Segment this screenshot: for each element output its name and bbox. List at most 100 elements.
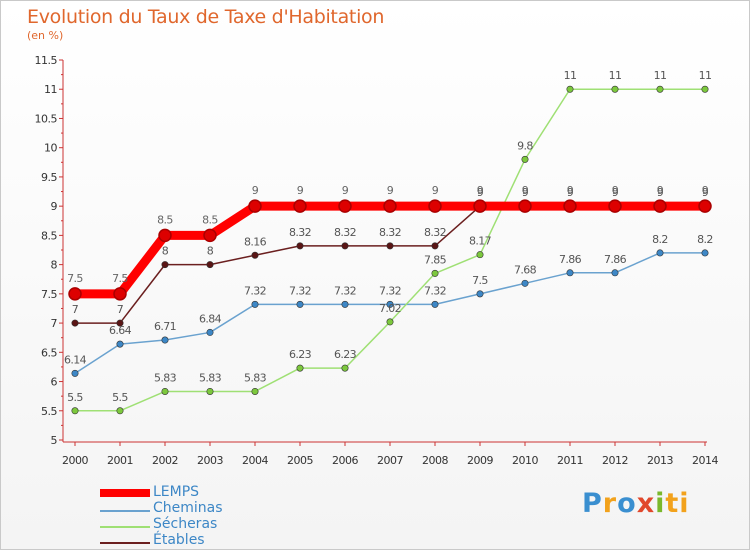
x-tick-label: 2010 — [512, 454, 538, 467]
legend-swatch-secheras — [100, 526, 150, 528]
data-point — [341, 364, 349, 372]
data-point — [656, 249, 664, 257]
x-tick-label: 2007 — [377, 454, 403, 467]
data-point — [563, 199, 577, 213]
legend-label-lemps: LEMPS — [153, 484, 200, 500]
data-point — [338, 199, 352, 213]
data-point — [113, 287, 127, 301]
x-tick-label: 2005 — [287, 454, 313, 467]
data-label: 7.32 — [244, 284, 266, 297]
data-label: 8.16 — [244, 235, 267, 248]
data-label: 11 — [654, 69, 667, 82]
data-label: 11 — [699, 69, 712, 82]
y-tick-label: 8.5 — [41, 229, 57, 242]
x-tick-label: 2002 — [152, 454, 178, 467]
data-label: 5.5 — [112, 391, 128, 404]
data-label: 8.32 — [424, 226, 446, 239]
data-point — [521, 155, 529, 163]
data-point — [71, 319, 79, 327]
data-point — [656, 85, 664, 93]
y-tick-label: 11.5 — [35, 54, 58, 67]
chart-title: Evolution du Taux de Taxe d'Habitation — [27, 6, 385, 28]
data-point — [431, 300, 439, 308]
data-point — [611, 85, 619, 93]
x-tick-label: 2006 — [332, 454, 358, 467]
data-label: 8.32 — [379, 226, 401, 239]
data-label: 7.32 — [334, 284, 356, 297]
legend-swatch-etables — [100, 542, 150, 544]
x-tick-label: 2013 — [647, 454, 673, 467]
data-label: 7.5 — [112, 272, 128, 285]
data-label: 6.71 — [154, 320, 176, 333]
data-label: 7.5 — [472, 274, 488, 287]
data-point — [248, 199, 262, 213]
data-point — [473, 199, 487, 213]
data-point — [206, 328, 214, 336]
data-label: 8.2 — [652, 233, 668, 246]
y-tick-label: 5.5 — [41, 405, 57, 418]
legend-label-cheminas: Cheminas — [153, 500, 223, 516]
data-point — [293, 199, 307, 213]
data-label: 9 — [477, 184, 484, 197]
data-label: 9.8 — [517, 139, 533, 152]
data-label: 9 — [657, 184, 664, 197]
data-point — [431, 269, 439, 277]
data-point — [296, 242, 304, 250]
data-label: 8.5 — [157, 213, 173, 226]
data-label: 8.32 — [334, 226, 356, 239]
data-point — [701, 249, 709, 257]
data-point — [161, 261, 169, 269]
data-point — [116, 319, 124, 327]
data-label: 7.32 — [424, 284, 446, 297]
x-tick-label: 2011 — [557, 454, 583, 467]
data-point — [296, 300, 304, 308]
data-label: 9 — [252, 184, 259, 197]
data-label: 7.02 — [379, 302, 401, 315]
legend: LEMPS Cheminas Sécheras Étables — [100, 484, 300, 556]
data-point — [566, 269, 574, 277]
data-label: 8.17 — [469, 235, 492, 248]
data-label: 9 — [297, 184, 304, 197]
data-point — [701, 85, 709, 93]
data-label: 8.2 — [697, 233, 713, 246]
data-label: 9 — [567, 186, 574, 199]
data-point — [428, 199, 442, 213]
data-point — [251, 300, 259, 308]
data-point — [566, 85, 574, 93]
data-label: 7.32 — [379, 284, 401, 297]
data-point — [431, 242, 439, 250]
data-point — [161, 387, 169, 395]
x-tick-label: 2008 — [422, 454, 448, 467]
data-label: 7 — [117, 303, 124, 316]
data-label: 7.32 — [289, 284, 311, 297]
x-tick-label: 2012 — [602, 454, 628, 467]
data-point — [203, 228, 217, 243]
data-label: 9 — [702, 184, 709, 197]
data-point — [386, 242, 394, 250]
data-label: 8 — [207, 245, 214, 258]
data-point — [383, 199, 397, 213]
y-tick-label: 7.5 — [41, 288, 57, 301]
data-point — [611, 269, 619, 277]
data-point — [386, 300, 394, 308]
data-point — [161, 336, 169, 344]
data-point — [518, 199, 532, 213]
data-point — [251, 387, 259, 395]
data-label: 11 — [609, 69, 622, 82]
data-point — [116, 407, 124, 415]
data-label: 7 — [72, 303, 79, 316]
x-tick-label: 2001 — [107, 454, 133, 467]
data-point — [341, 242, 349, 250]
data-label: 9 — [612, 186, 619, 199]
data-label: 6.23 — [334, 348, 357, 361]
data-label: 9 — [522, 186, 529, 199]
y-tick-label: 9.5 — [41, 171, 57, 184]
legend-item-etables: Étables — [100, 532, 300, 556]
x-tick-label: 2004 — [242, 454, 268, 467]
data-label: 6.14 — [64, 353, 87, 366]
x-tick-label: 2014 — [692, 454, 718, 467]
legend-swatch-lemps — [100, 489, 150, 497]
series-line-2 — [74, 88, 706, 412]
